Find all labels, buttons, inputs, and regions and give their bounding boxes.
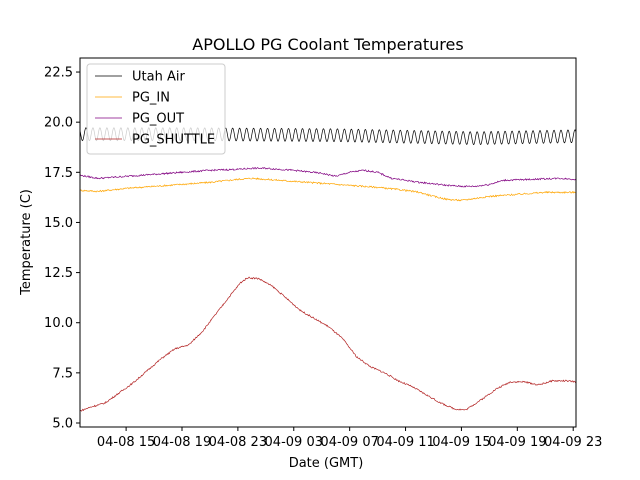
y-axis-label: Temperature (C) — [19, 189, 34, 296]
legend-frame — [86, 63, 226, 155]
y-tick-label: 7.5 — [52, 366, 73, 381]
x-tick-label: 04-08 15 — [97, 435, 155, 450]
y-tick-label: 17.5 — [44, 166, 73, 181]
x-axis-label: Date (GMT) — [289, 456, 364, 471]
legend-label-pg-shuttle: PG_SHUTTLE — [132, 133, 215, 148]
y-axis: 5.0 7.5 10.0 12.5 15.0 17.5 20.0 22.5 — [44, 66, 80, 431]
legend-label-pg-out: PG_OUT — [132, 112, 184, 127]
x-tick-label: 04-08 23 — [209, 435, 267, 450]
legend-label-utah-air: Utah Air — [132, 70, 185, 85]
chart-title: APOLLO PG Coolant Temperatures — [192, 35, 463, 54]
x-tick-label: 04-09 11 — [376, 435, 434, 450]
y-tick-label: 5.0 — [52, 416, 73, 431]
plot-frame — [79, 57, 577, 428]
y-tick-label: 22.5 — [44, 66, 73, 81]
legend: Utah Air PG_IN PG_OUT PG_SHUTTLE — [86, 63, 226, 155]
legend-label-pg-in: PG_IN — [132, 91, 170, 106]
x-tick-label: 04-09 15 — [432, 435, 490, 450]
series-line-pg-shuttle — [80, 276, 576, 412]
x-tick-label: 04-09 23 — [544, 435, 602, 450]
y-tick-label: 10.0 — [44, 316, 73, 331]
y-tick-label: 15.0 — [44, 216, 73, 231]
x-tick-label: 04-09 07 — [320, 435, 378, 450]
y-tick-label: 12.5 — [44, 266, 73, 281]
plot-area — [79, 57, 577, 428]
x-tick-label: 04-09 19 — [488, 435, 546, 450]
x-tick-label: 04-09 03 — [265, 435, 323, 450]
series-line-pg-out — [80, 167, 576, 188]
series-line-pg-in — [80, 177, 576, 202]
x-tick-label: 04-08 19 — [153, 435, 211, 450]
y-tick-label: 20.0 — [44, 116, 73, 131]
